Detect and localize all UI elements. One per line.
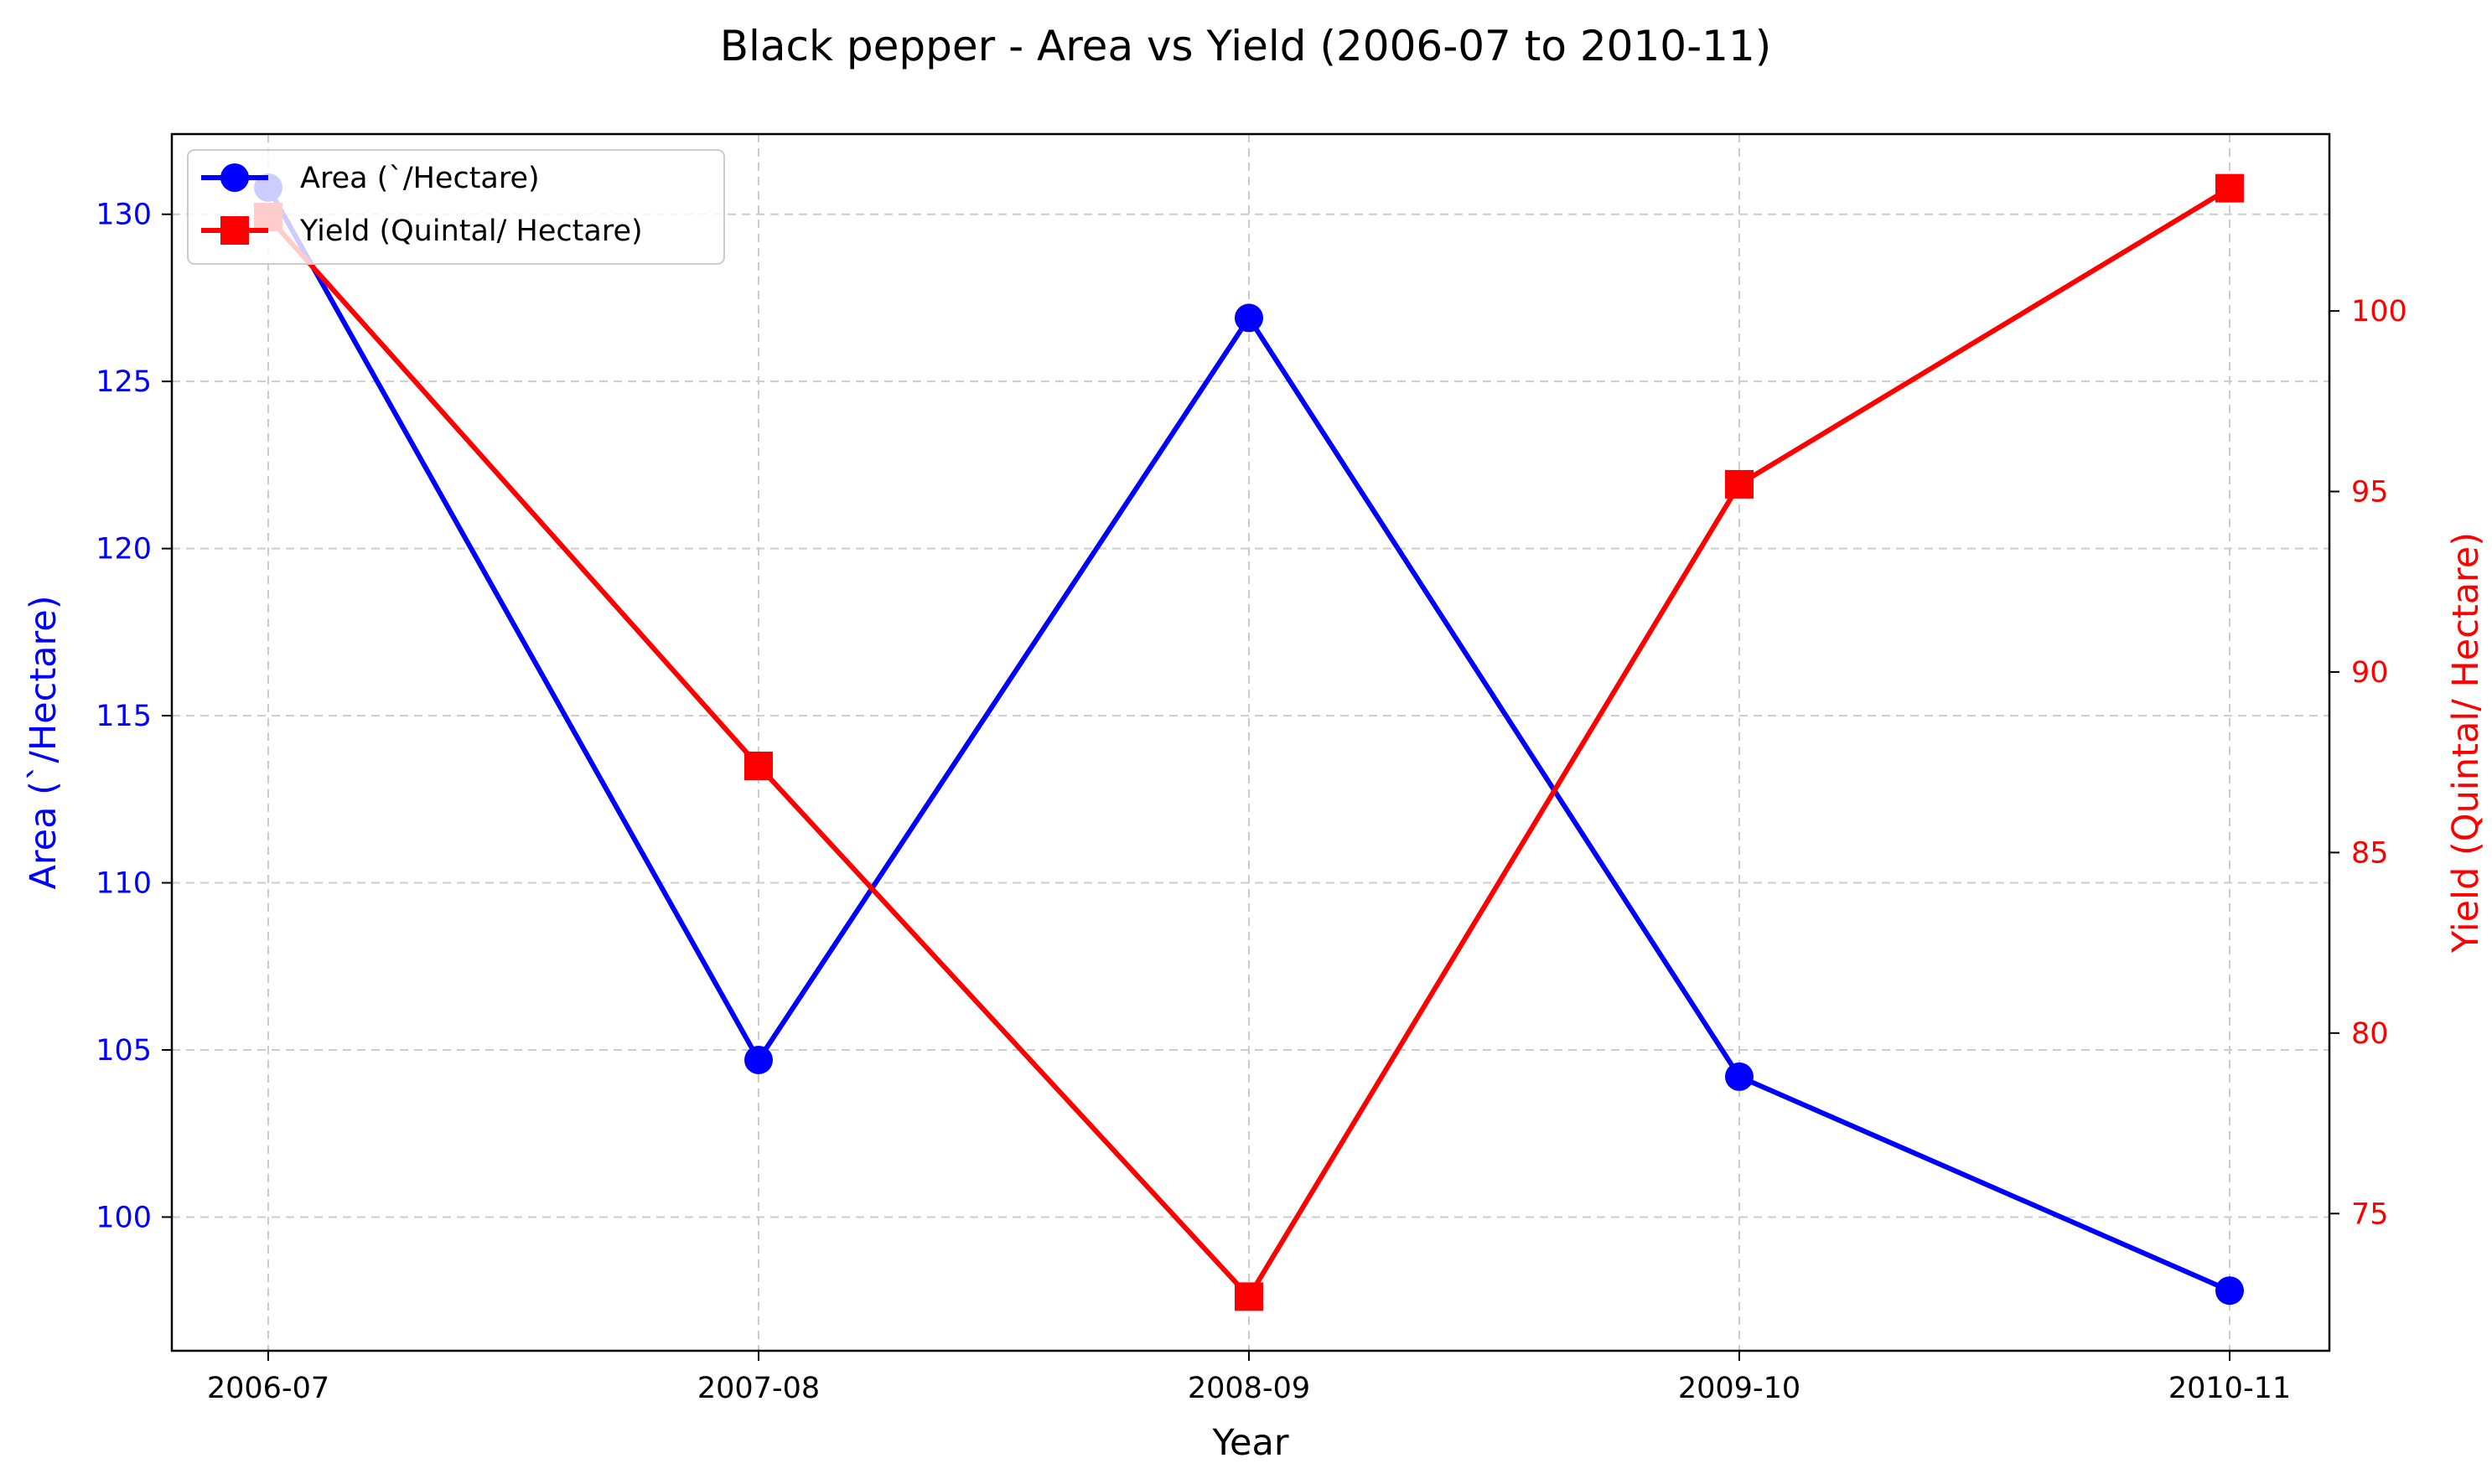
yield-data-point bbox=[1725, 469, 1754, 499]
chart-title: Black pepper - Area vs Yield (2006-07 to… bbox=[720, 22, 1772, 70]
yield-data-point bbox=[1235, 1282, 1263, 1311]
yield-data-point bbox=[744, 752, 773, 781]
left-tick-label: 120 bbox=[96, 533, 152, 566]
x-tick-label: 2006-07 bbox=[207, 1372, 329, 1405]
legend-label: Area (`/Hectare) bbox=[300, 162, 540, 195]
left-axis-label: Area (`/Hectare) bbox=[23, 596, 65, 890]
legend: Area (`/Hectare) Yield (Quintal/ Hectare) bbox=[187, 149, 725, 265]
left-tick-label: 130 bbox=[96, 199, 152, 232]
right-tick-label: 95 bbox=[2351, 476, 2389, 509]
right-tick-label: 85 bbox=[2351, 836, 2389, 870]
grid-lines bbox=[172, 134, 2329, 1351]
legend-label: Yield (Quintal/ Hectare) bbox=[299, 215, 643, 248]
x-tick-label: 2010-11 bbox=[2168, 1372, 2291, 1405]
right-tick-label: 75 bbox=[2351, 1197, 2389, 1231]
axis-ticks: 2006-07 2007-08 2008-09 2009-10 2010-11 100 10… bbox=[96, 199, 2407, 1405]
right-tick-label: 100 bbox=[2351, 295, 2407, 328]
left-tick-label: 105 bbox=[96, 1034, 152, 1068]
x-axis-label: Year bbox=[1211, 1422, 1288, 1464]
x-tick-label: 2009-10 bbox=[1678, 1372, 1800, 1405]
legend-marker-circle bbox=[220, 163, 249, 192]
area-data-point bbox=[1725, 1062, 1754, 1091]
area-data-point bbox=[1235, 303, 1263, 333]
area-data-point bbox=[2215, 1276, 2244, 1306]
area-data-point bbox=[744, 1045, 773, 1074]
left-tick-label: 110 bbox=[96, 867, 152, 901]
right-axis-label: Yield (Quintal/ Hectare) bbox=[2445, 532, 2487, 954]
x-tick-label: 2008-09 bbox=[1188, 1372, 1310, 1405]
legend-box bbox=[187, 149, 725, 265]
right-tick-label: 80 bbox=[2351, 1017, 2389, 1051]
legend-marker-square bbox=[220, 216, 249, 245]
right-tick-label: 90 bbox=[2351, 656, 2389, 690]
left-tick-label: 100 bbox=[96, 1201, 152, 1234]
yield-data-point bbox=[2215, 173, 2244, 203]
plot-frame bbox=[170, 132, 2331, 1352]
left-tick-label: 125 bbox=[96, 365, 152, 399]
x-tick-label: 2007-08 bbox=[697, 1372, 820, 1405]
left-tick-label: 115 bbox=[96, 700, 152, 733]
